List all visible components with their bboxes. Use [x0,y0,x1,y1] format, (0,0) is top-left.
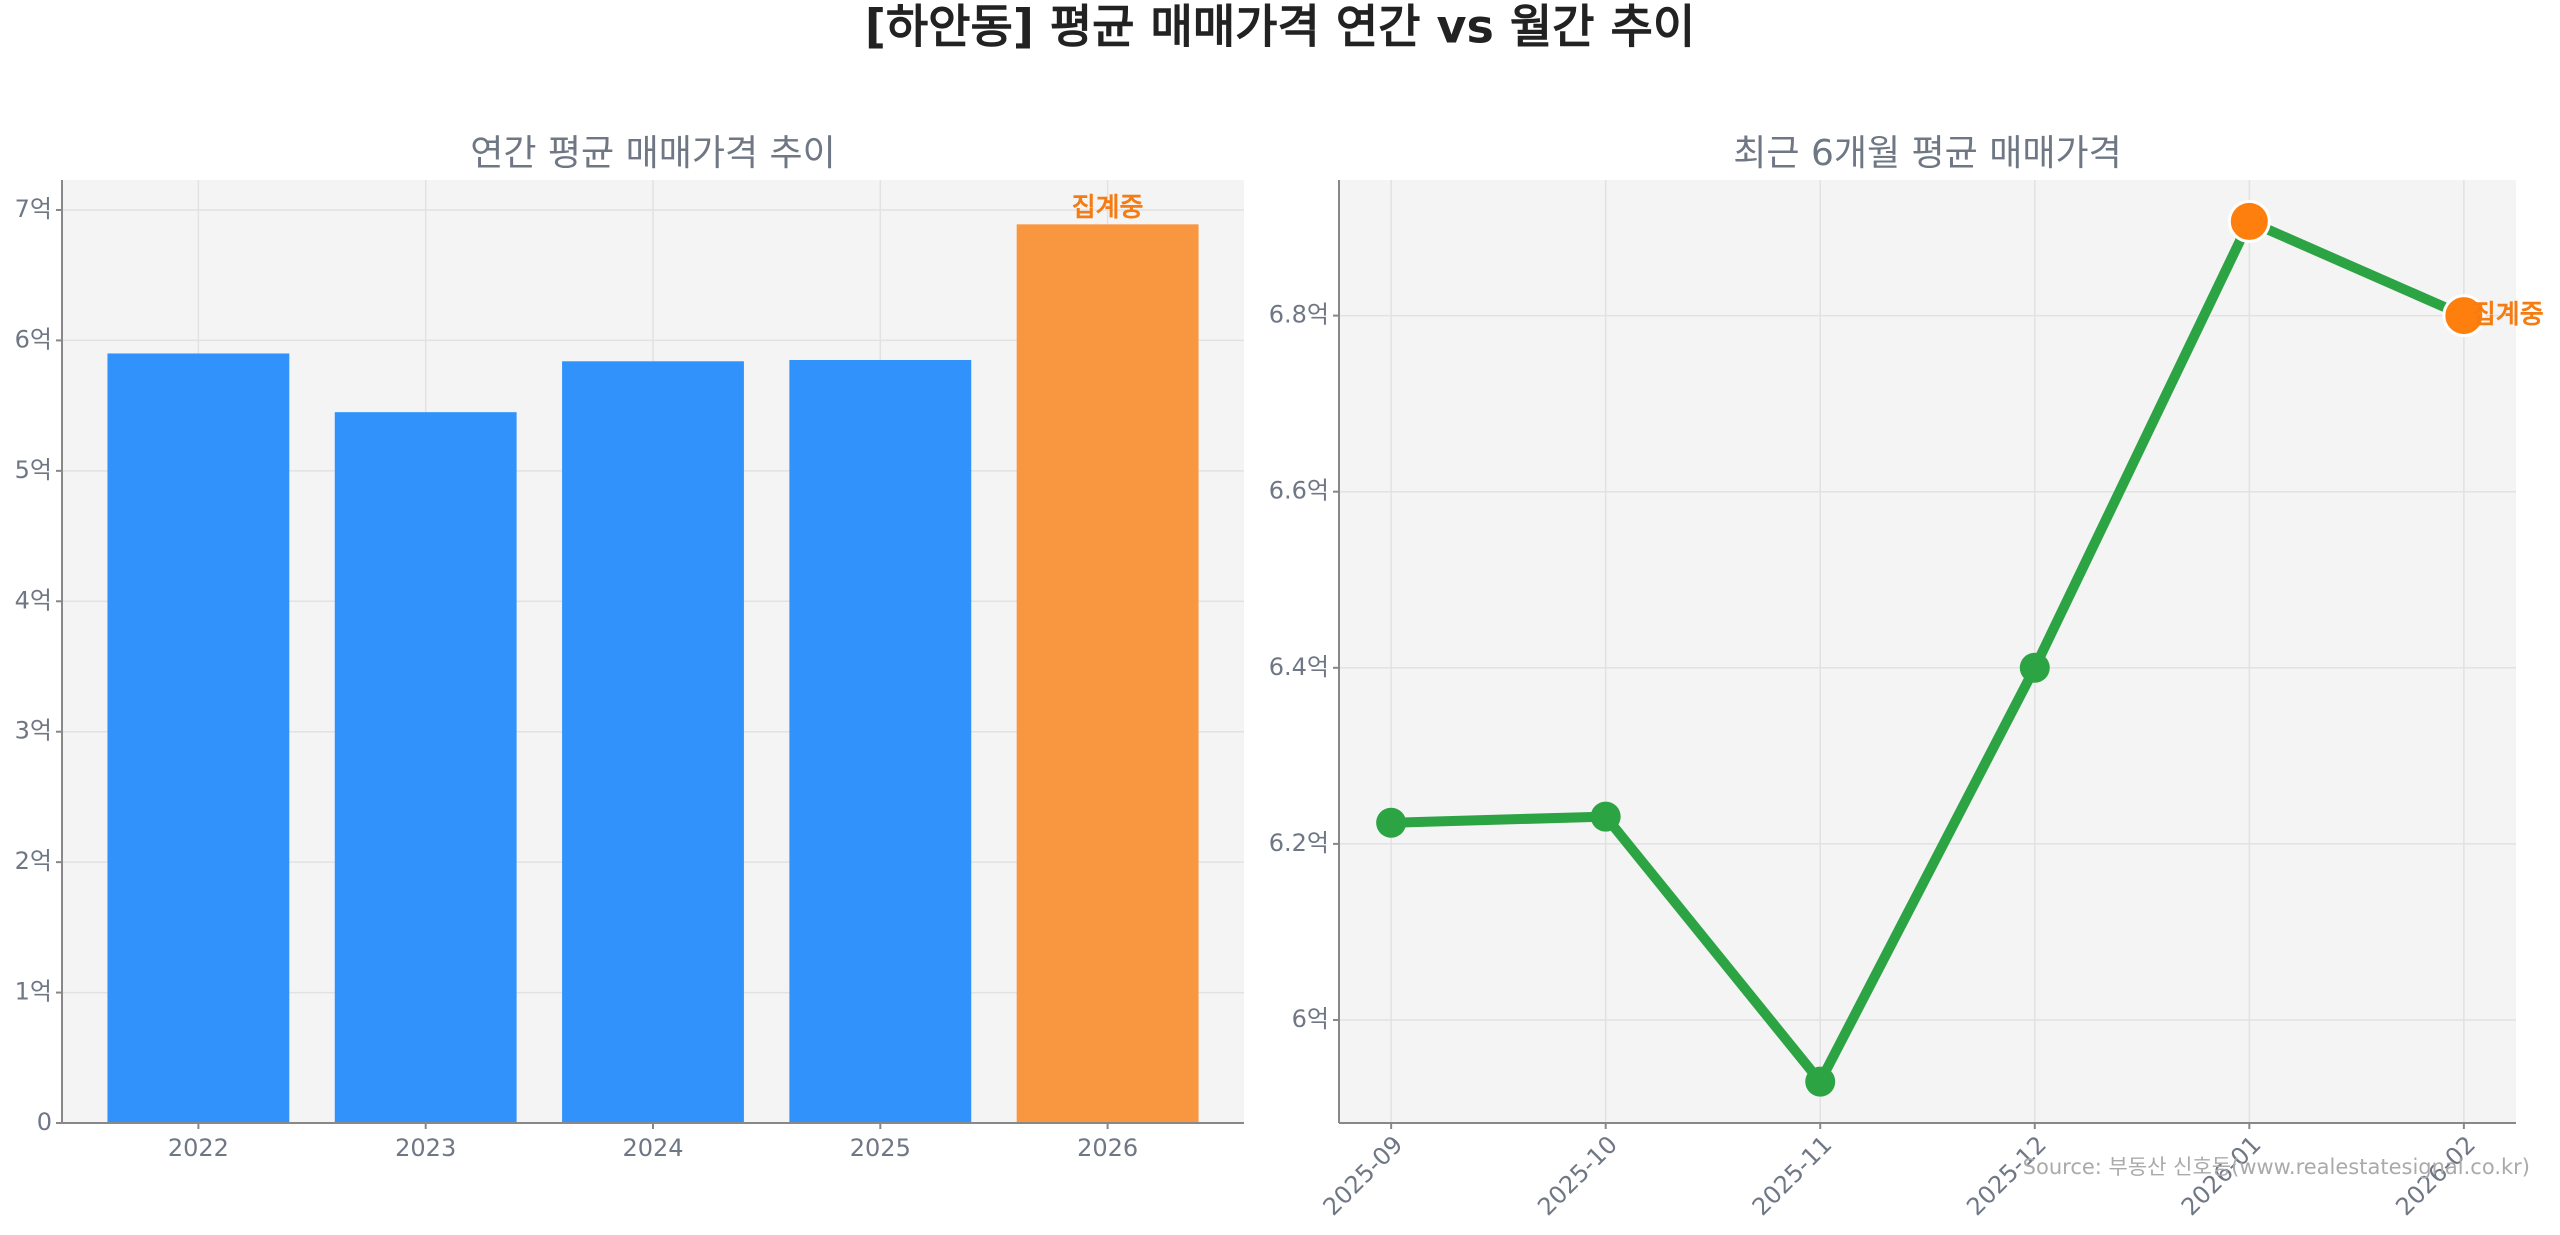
subplot-title: 최근 6개월 평균 매매가격 [1733,133,2121,174]
x-tick-label: 2025-09 [1318,1130,1409,1221]
x-tick-label: 2025 [850,1134,911,1162]
annotation: 집계중 [1072,193,1144,223]
x-tick-label: 2023 [395,1134,456,1162]
source-note: Source: 부동산 신호등(www.realestatesignal.co.… [2023,1155,2530,1179]
point [2442,294,2486,338]
y-tick-label: 2억 [15,847,52,875]
y-tick-label: 5억 [15,456,52,484]
y-tick-label: 3억 [15,717,52,745]
bar [107,353,290,1123]
y-tick-label: 1억 [15,978,52,1006]
x-tick-label: 2026 [1077,1134,1138,1162]
y-tick-label: 6억 [15,325,52,353]
y-tick-label: 6.2억 [1269,829,1329,857]
y-tick-label: 4억 [15,586,52,614]
point [1376,807,1407,838]
bar [1016,224,1199,1124]
point [2227,199,2271,243]
bar [789,359,972,1123]
y-tick-label: 6.6억 [1269,477,1329,505]
plot-area [1339,180,2516,1123]
bar [334,412,517,1123]
y-tick-label: 6.4억 [1269,653,1329,681]
point [1805,1066,1836,1097]
figure-title: [하안동] 평균 매매가격 연간 vs 월간 추이 [865,0,1695,54]
subplot-title: 연간 평균 매매가격 추이 [470,133,836,174]
annotation: 집계중 [2472,300,2544,330]
x-tick-label: 2024 [622,1134,683,1162]
y-tick-label: 6.8억 [1269,301,1329,329]
x-tick-label: 2022 [168,1134,229,1162]
point [1590,801,1621,832]
point [2019,652,2050,683]
y-tick-label: 7억 [15,195,52,223]
bar [562,361,744,1123]
y-tick-label: 0 [37,1108,52,1136]
line [1390,216,2466,1087]
x-tick-label: 2025-11 [1747,1130,1838,1221]
y-tick-label: 6억 [1292,1005,1329,1033]
x-tick-label: 2025-10 [1532,1130,1623,1221]
